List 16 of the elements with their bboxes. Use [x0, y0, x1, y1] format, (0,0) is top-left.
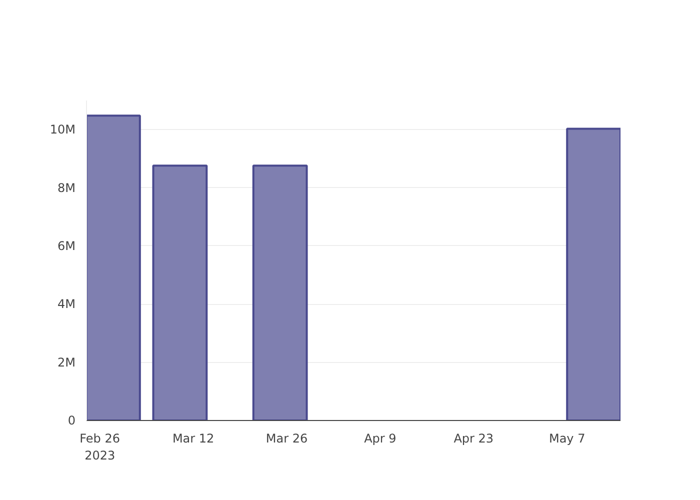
bar: [152, 164, 208, 420]
x-tick-label: Mar 26: [266, 432, 308, 446]
y-tick-label: 2M: [58, 355, 76, 370]
x-tick-label: Apr 9: [364, 432, 396, 446]
x-tick-label: May 7: [548, 432, 586, 446]
x-tick-label: Apr 23: [454, 432, 494, 446]
bar: [86, 114, 141, 420]
y-tick-label: 6M: [58, 238, 76, 253]
bar: [566, 128, 620, 420]
y-tick-label: 0: [68, 414, 76, 428]
x-tick-label: Mar 12: [172, 432, 214, 446]
bar: [252, 164, 308, 420]
y-tick-label: 4M: [58, 297, 76, 312]
y-tick-label: 8M: [58, 180, 76, 195]
y-tick-label: 10M: [50, 122, 76, 137]
x-tick-label: Feb 26 2023: [80, 432, 120, 462]
